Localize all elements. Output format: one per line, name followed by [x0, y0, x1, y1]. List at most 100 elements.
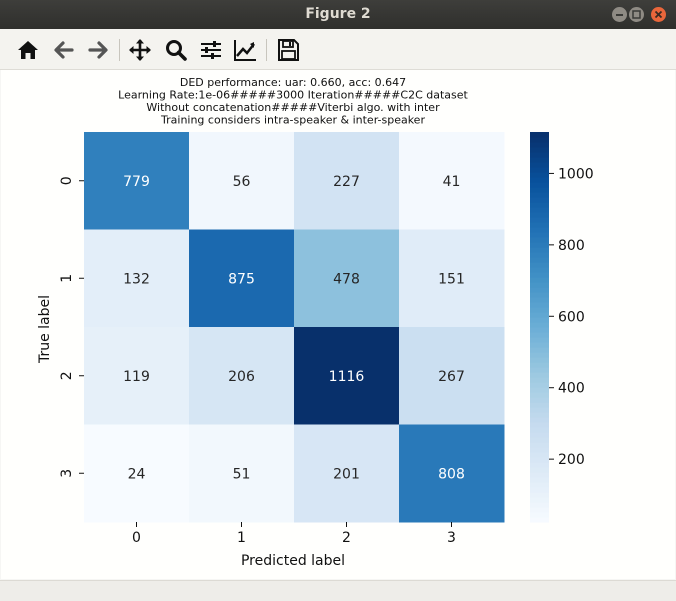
window-title: Figure 2 [305, 6, 371, 22]
colorbar-segment [530, 337, 549, 343]
colorbar-segment [530, 517, 549, 523]
cell-value-label: 779 [123, 174, 150, 190]
colorbar-segment [530, 237, 549, 243]
colorbar-segment [530, 247, 549, 253]
colorbar-segment [530, 142, 549, 148]
heatmap-cell [399, 132, 505, 230]
colorbar-segment [530, 362, 549, 368]
colorbar-segment [530, 187, 549, 193]
colorbar-segment [530, 392, 549, 398]
colorbar-segment [530, 307, 549, 313]
colorbar-segment [530, 147, 549, 153]
y-tick-label: 3 [59, 469, 75, 478]
colorbar-segment [530, 192, 549, 198]
colorbar-segment [530, 257, 549, 263]
minimize-button[interactable] [612, 7, 627, 22]
chart-title-line: Training considers intra-speaker & inter… [160, 114, 425, 127]
colorbar-segment [530, 167, 549, 173]
colorbar-segment [530, 422, 549, 428]
zoom-button[interactable] [164, 38, 188, 62]
colorbar-segment [530, 317, 549, 323]
colorbar-segment [530, 182, 549, 188]
forward-button[interactable] [86, 38, 110, 62]
colorbar-segment [530, 482, 549, 488]
x-tick-label: 0 [132, 530, 141, 546]
colorbar-segment [530, 202, 549, 208]
maximize-button[interactable] [629, 7, 644, 22]
colorbar-segment [530, 467, 549, 473]
cell-value-label: 51 [233, 466, 251, 482]
colorbar-segment [530, 442, 549, 448]
back-button[interactable] [52, 38, 76, 62]
heatmap-cell [84, 424, 190, 523]
cell-value-label: 132 [123, 271, 150, 287]
configure-subplots-button[interactable] [199, 38, 223, 62]
close-button[interactable] [651, 7, 666, 22]
cell-value-label: 201 [333, 466, 360, 482]
colorbar-segment [530, 277, 549, 283]
save-button[interactable] [276, 38, 300, 62]
edit-axis-button[interactable] [233, 38, 257, 62]
colorbar-segment [530, 232, 549, 238]
colorbar-segment [530, 152, 549, 158]
maximize-icon [632, 10, 641, 19]
colorbar-segment [530, 207, 549, 213]
colorbar-tick-label: 600 [558, 309, 585, 325]
forward-icon [88, 41, 108, 59]
toolbar-separator [119, 39, 120, 61]
colorbar-segment [530, 367, 549, 373]
colorbar-segment [530, 427, 549, 433]
colorbar-segment [530, 302, 549, 308]
heatmap-cell-labels: 779 56 227 41 132 875 478 151 119 206 1116 267 24 51 2… [123, 174, 465, 483]
colorbar-segment [530, 437, 549, 443]
colorbar-segment [530, 327, 549, 333]
cell-value-label: 56 [233, 174, 251, 190]
colorbar-segment [530, 157, 549, 163]
colorbar-segment [530, 397, 549, 403]
back-icon [54, 41, 74, 59]
colorbar-segment [530, 457, 549, 463]
colorbar-segment [530, 272, 549, 278]
colorbar-segment [530, 322, 549, 328]
colorbar-segment [530, 412, 549, 418]
pan-button[interactable] [128, 38, 152, 62]
colorbar-segment [530, 227, 549, 233]
colorbar-segment [530, 312, 549, 318]
x-tick-label: 1 [237, 530, 246, 546]
cell-value-label: 206 [228, 369, 255, 385]
colorbar-segment [530, 267, 549, 273]
colorbar-segment [530, 132, 549, 138]
edit-axis-icon [234, 40, 256, 61]
y-axis-ticks: 0 1 2 3 [59, 176, 84, 478]
chart-title-line: DED performance: uar: 0.660, acc: 0.647 [180, 76, 406, 89]
colorbar-segment [530, 507, 549, 513]
colorbar-segment [530, 137, 549, 143]
save-icon [278, 39, 299, 61]
colorbar-segment [530, 402, 549, 408]
colorbar [530, 132, 549, 523]
colorbar-segment [530, 502, 549, 508]
cell-value-label: 478 [333, 271, 360, 287]
colorbar-segment [530, 512, 549, 518]
colorbar-segment [530, 492, 549, 498]
colorbar-segment [530, 432, 549, 438]
confusion-matrix-chart: DED performance: uar: 0.660, acc: 0.647 … [37, 76, 594, 569]
home-button[interactable] [16, 38, 40, 62]
colorbar-segment [530, 487, 549, 493]
colorbar-segment [530, 287, 549, 293]
toolbar [0, 29, 676, 70]
chart-title: DED performance: uar: 0.660, acc: 0.647 … [118, 76, 468, 127]
heatmap-cells [84, 132, 505, 523]
colorbar-segment [530, 387, 549, 393]
cell-value-label: 808 [438, 466, 465, 482]
colorbar-segment [530, 292, 549, 298]
y-axis-label: True label [37, 295, 53, 364]
heatmap-cell [399, 424, 505, 523]
x-axis-label: Predicted label [241, 553, 345, 569]
heatmap-cell [294, 424, 400, 523]
colorbar-segment [530, 212, 549, 218]
colorbar-segment [530, 462, 549, 468]
colorbar-segment [530, 262, 549, 268]
colorbar-segment [530, 242, 549, 248]
cell-value-label: 151 [438, 271, 465, 287]
